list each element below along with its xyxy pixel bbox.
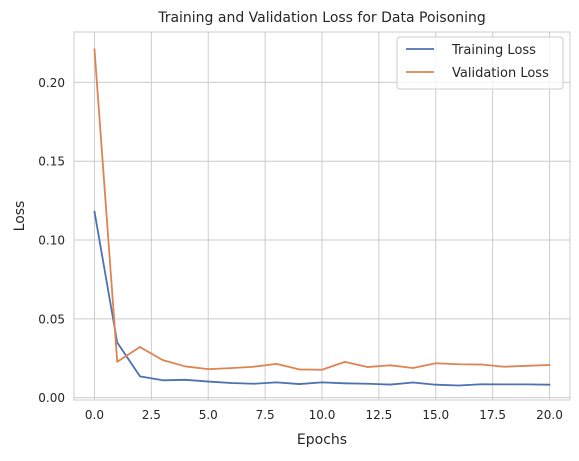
data-point-validation-loss <box>230 367 232 370</box>
y-tick-label: 0.05 <box>38 312 65 326</box>
data-point-training-loss <box>275 381 278 384</box>
x-tick-label: 2.5 <box>142 408 161 422</box>
data-point-training-loss <box>548 383 551 386</box>
data-point-validation-loss <box>480 363 483 366</box>
data-point-training-loss <box>366 382 369 385</box>
x-tick-label: 7.5 <box>256 408 275 422</box>
data-point-training-loss <box>161 379 164 382</box>
data-point-validation-loss <box>366 366 369 368</box>
chart-title: Training and Validation Loss for Data Po… <box>157 10 486 26</box>
data-point-validation-loss <box>343 360 346 363</box>
plot-border <box>73 31 571 401</box>
x-tick-label: 5.0 <box>199 408 218 422</box>
legend: Training Loss Validation Loss <box>396 36 564 90</box>
data-point-training-loss <box>93 210 96 213</box>
legend-label-validation-loss: Validation Loss <box>452 66 549 81</box>
data-point-validation-loss <box>116 360 119 363</box>
data-point-training-loss <box>321 381 323 384</box>
x-tick-label: 17.5 <box>479 408 506 422</box>
data-point-training-loss <box>343 382 346 385</box>
data-point-training-loss <box>252 382 255 385</box>
data-point-training-loss <box>503 383 505 386</box>
data-point-validation-loss <box>93 48 96 51</box>
data-point-training-loss <box>207 380 210 383</box>
x-tick-label: 15.0 <box>422 408 449 422</box>
x-tick-label: 10.0 <box>309 408 336 422</box>
data-point-training-loss <box>139 375 141 378</box>
y-axis-ticks: 0.00 0.05 0.10 0.15 0.20 <box>38 76 65 405</box>
data-point-validation-loss <box>161 359 164 362</box>
y-tick-label: 0.00 <box>38 391 65 405</box>
x-tick-label: 0.0 <box>85 408 104 422</box>
x-tick-label: 20.0 <box>536 408 563 422</box>
data-point-validation-loss <box>457 363 460 366</box>
data-point-training-loss <box>184 378 187 381</box>
data-point-validation-loss <box>412 367 414 369</box>
data-point-validation-loss <box>548 364 551 366</box>
data-point-validation-loss <box>207 368 210 371</box>
data-point-training-loss <box>389 383 392 386</box>
y-tick-label: 0.10 <box>38 234 65 248</box>
x-axis-label: Epochs <box>297 432 347 448</box>
x-tick-label: 12.5 <box>366 408 393 422</box>
grid-lines <box>74 32 570 400</box>
data-point-validation-loss <box>321 368 323 371</box>
legend-label-training-loss: Training Loss <box>451 43 536 58</box>
data-point-validation-loss <box>525 364 528 367</box>
data-point-training-loss <box>116 341 119 344</box>
data-point-validation-loss <box>503 365 505 368</box>
data-point-validation-loss <box>298 368 301 371</box>
data-point-validation-loss <box>434 362 437 365</box>
y-tick-label: 0.20 <box>38 76 65 90</box>
legend-box <box>396 36 564 90</box>
series-lines <box>93 48 551 387</box>
data-point-training-loss <box>230 382 232 384</box>
data-point-validation-loss <box>252 365 255 368</box>
y-axis-label: Loss <box>12 201 28 232</box>
data-point-validation-loss <box>184 365 187 368</box>
data-point-training-loss <box>480 383 483 386</box>
data-point-validation-loss <box>275 363 278 365</box>
data-point-validation-loss <box>389 364 392 367</box>
x-axis-ticks: 0.0 2.5 5.0 7.5 10.0 12.5 15.0 17.5 20.0 <box>85 408 563 422</box>
data-point-validation-loss <box>139 346 141 348</box>
data-point-training-loss <box>434 383 437 386</box>
data-point-training-loss <box>412 381 414 384</box>
data-point-training-loss <box>525 383 528 386</box>
y-tick-label: 0.15 <box>38 155 65 169</box>
data-point-training-loss <box>298 383 301 385</box>
data-point-training-loss <box>457 384 460 387</box>
